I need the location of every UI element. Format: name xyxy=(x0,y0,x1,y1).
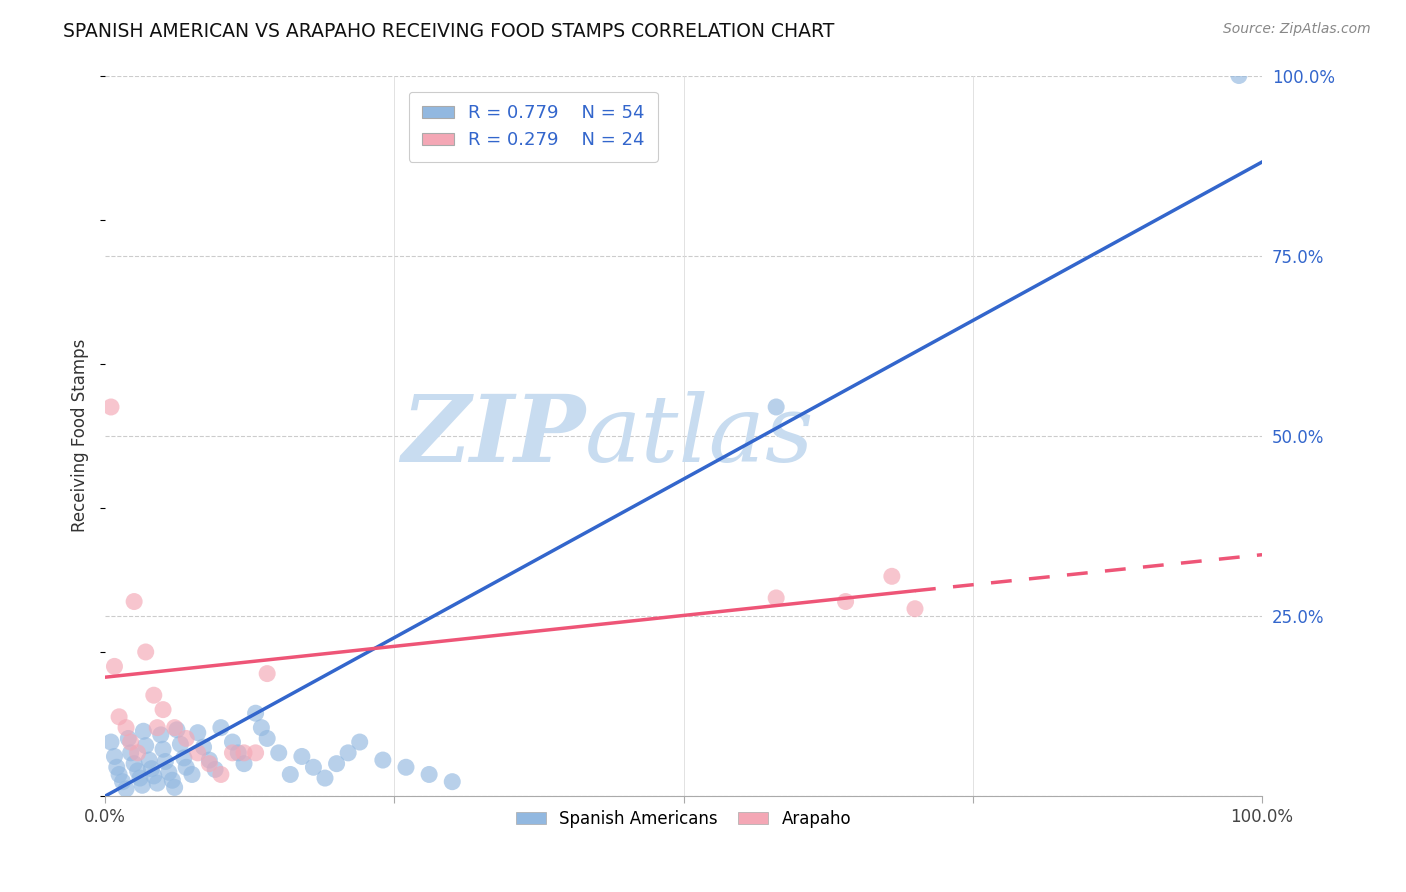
Point xyxy=(163,780,186,795)
Point xyxy=(169,737,191,751)
Point xyxy=(256,731,278,746)
Text: Source: ZipAtlas.com: Source: ZipAtlas.com xyxy=(1223,22,1371,37)
Point xyxy=(108,767,131,781)
Point xyxy=(209,721,232,735)
Point xyxy=(233,756,256,771)
Point xyxy=(127,746,149,760)
Point xyxy=(233,746,256,760)
Point xyxy=(1227,69,1250,83)
Point xyxy=(146,721,169,735)
Point xyxy=(138,753,160,767)
Point xyxy=(441,774,464,789)
Point xyxy=(174,731,197,746)
Point xyxy=(349,735,371,749)
Point xyxy=(141,762,163,776)
Legend: Spanish Americans, Arapaho: Spanish Americans, Arapaho xyxy=(509,804,858,835)
Point xyxy=(166,723,188,737)
Point xyxy=(267,746,290,760)
Point xyxy=(880,569,903,583)
Point xyxy=(103,659,125,673)
Point xyxy=(198,753,221,767)
Point xyxy=(418,767,440,781)
Text: SPANISH AMERICAN VS ARAPAHO RECEIVING FOOD STAMPS CORRELATION CHART: SPANISH AMERICAN VS ARAPAHO RECEIVING FO… xyxy=(63,22,835,41)
Point xyxy=(765,591,787,605)
Point xyxy=(187,725,209,739)
Point xyxy=(174,760,197,774)
Y-axis label: Receiving Food Stamps: Receiving Food Stamps xyxy=(72,339,89,533)
Point xyxy=(371,753,394,767)
Point xyxy=(226,746,249,760)
Point xyxy=(162,773,184,788)
Point xyxy=(120,735,142,749)
Point xyxy=(209,767,232,781)
Point xyxy=(155,755,177,769)
Point xyxy=(904,601,927,615)
Point xyxy=(834,594,856,608)
Point xyxy=(135,645,157,659)
Point xyxy=(122,756,145,771)
Point xyxy=(131,778,153,792)
Point xyxy=(221,746,243,760)
Point xyxy=(146,776,169,790)
Point xyxy=(204,763,226,777)
Point xyxy=(245,746,267,760)
Point xyxy=(193,740,215,755)
Point xyxy=(103,749,125,764)
Point xyxy=(122,594,145,608)
Point xyxy=(302,760,325,774)
Point xyxy=(152,742,174,756)
Point xyxy=(111,774,134,789)
Point xyxy=(108,710,131,724)
Point xyxy=(395,760,418,774)
Point xyxy=(115,721,138,735)
Point xyxy=(221,735,243,749)
Point xyxy=(198,756,221,771)
Point xyxy=(325,756,347,771)
Point xyxy=(181,767,204,781)
Point xyxy=(291,749,314,764)
Point xyxy=(163,721,186,735)
Point xyxy=(187,746,209,760)
Point xyxy=(117,731,139,746)
Text: atlas: atlas xyxy=(585,391,815,481)
Point xyxy=(132,724,155,739)
Point xyxy=(105,760,128,774)
Point xyxy=(142,769,165,783)
Point xyxy=(100,400,122,414)
Point xyxy=(120,746,142,760)
Point xyxy=(245,706,267,721)
Point xyxy=(250,721,273,735)
Point xyxy=(765,400,787,414)
Point xyxy=(127,764,149,778)
Point xyxy=(314,771,336,785)
Point xyxy=(149,728,172,742)
Point xyxy=(129,771,152,785)
Point xyxy=(173,751,195,765)
Point xyxy=(115,781,138,796)
Point xyxy=(157,765,180,780)
Point xyxy=(256,666,278,681)
Point xyxy=(152,703,174,717)
Point xyxy=(337,746,360,760)
Point xyxy=(278,767,301,781)
Point xyxy=(142,688,165,702)
Point xyxy=(135,739,157,753)
Text: ZIP: ZIP xyxy=(401,391,585,481)
Point xyxy=(100,735,122,749)
